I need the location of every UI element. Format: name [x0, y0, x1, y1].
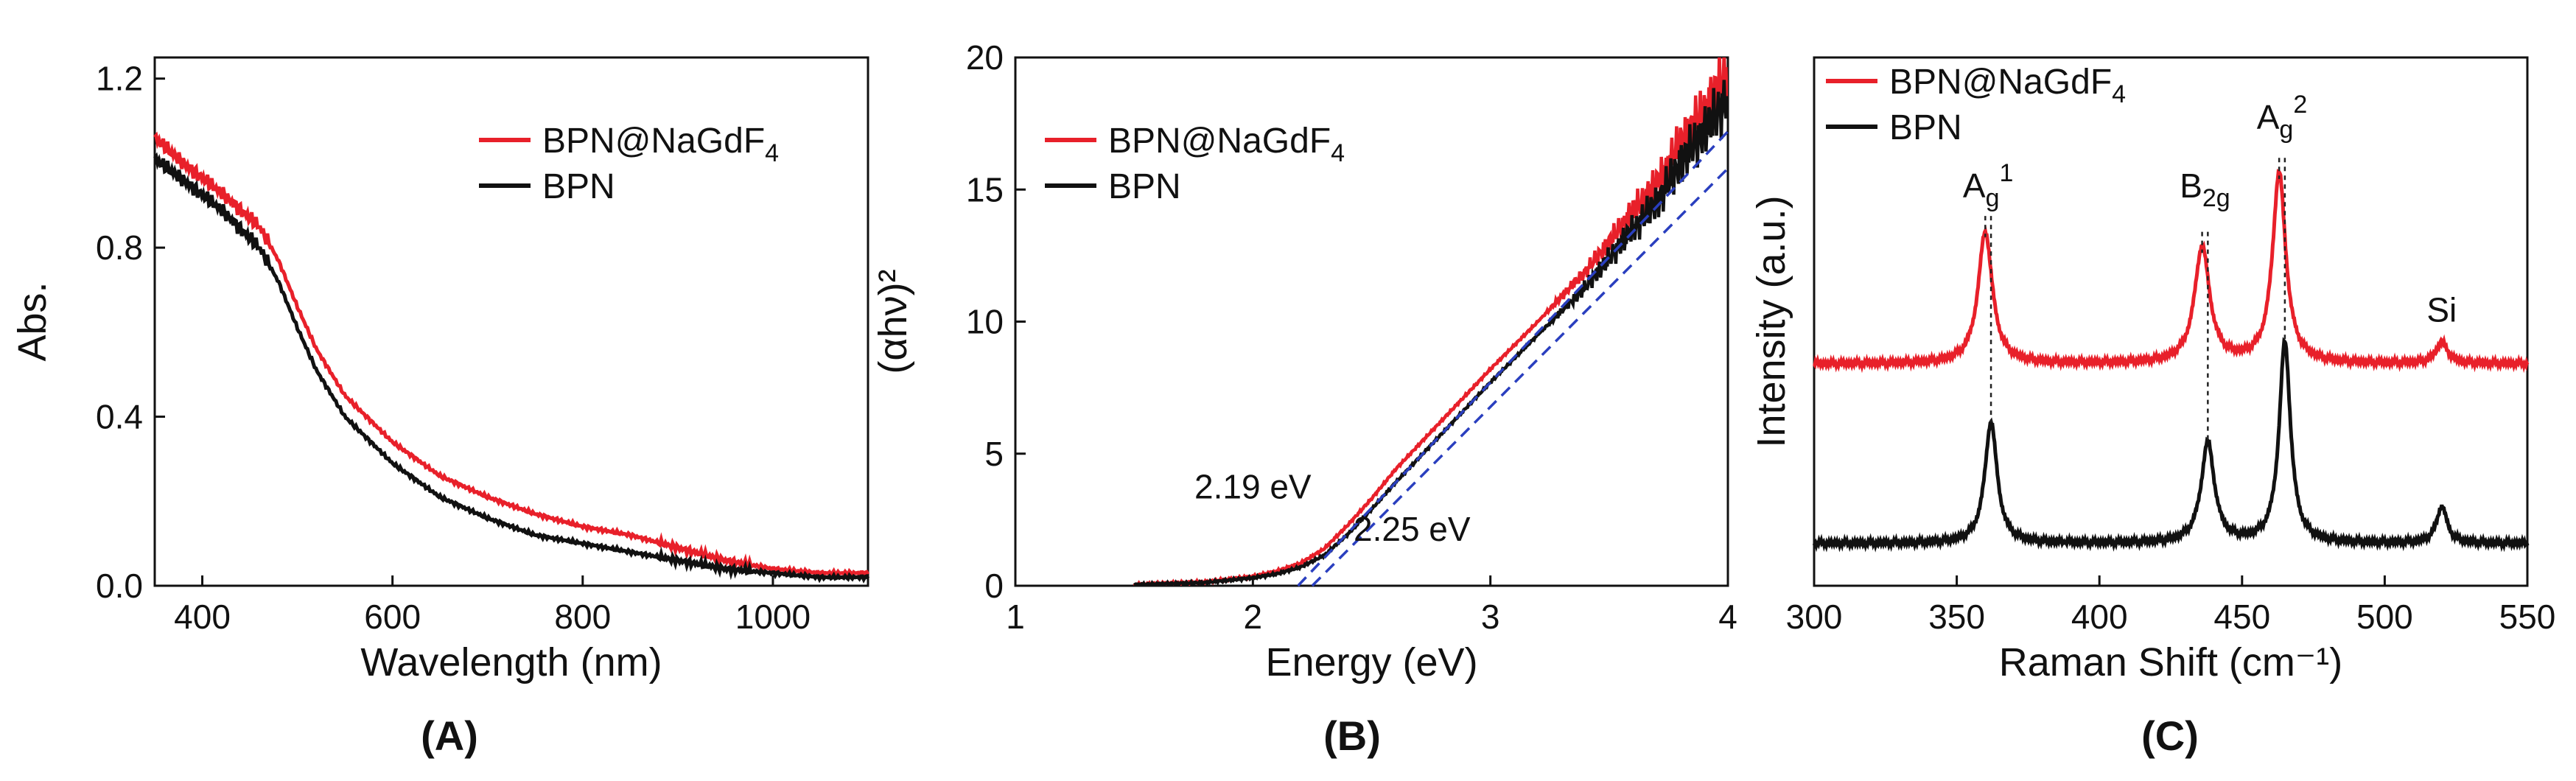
x-tick-label: 1000: [735, 598, 811, 636]
x-tick-label: 4: [1718, 598, 1737, 636]
x-tick-label: 350: [1928, 598, 1985, 636]
y-axis-title: Intensity (a.u.): [1749, 195, 1793, 447]
y-tick-label: 10: [966, 303, 1004, 341]
x-axis-title: Wavelength (nm): [360, 640, 662, 684]
x-tick-label: 1: [1006, 598, 1025, 636]
y-axis-title: Abs.: [10, 281, 55, 361]
x-axis-title: Energy (eV): [1265, 640, 1477, 684]
y-tick-label: 0.8: [96, 228, 143, 267]
legend-label: BPN@NaGdF4: [1108, 122, 1345, 167]
plot-frame: [1813, 56, 2529, 587]
x-tick-label: 800: [554, 598, 611, 636]
y-axis-title: (αhν)²: [871, 269, 915, 374]
panel-label: (C): [2141, 712, 2199, 759]
y-tick-label: 0.4: [96, 398, 143, 436]
series-line: [1812, 169, 2530, 374]
panel-c: 300 350 400 450 500 550 Raman Shift (cm⁻¹) Inte…: [1749, 56, 2556, 759]
legend-label: BPN@NaGdF4: [1889, 63, 2126, 108]
peak-label: Ag2: [2257, 91, 2308, 144]
x-axis-title: Raman Shift (cm⁻¹): [1999, 640, 2343, 684]
y-tick-label: 0.0: [96, 567, 143, 605]
legend-label: BPN: [1889, 108, 1962, 147]
y-tick-label: 20: [966, 38, 1004, 77]
fit-line: [1297, 130, 1729, 587]
panel-label: (A): [421, 712, 478, 759]
legend-label: BPN: [1108, 167, 1181, 206]
x-tick-label: 400: [2071, 598, 2128, 636]
peak-label: Si: [2426, 291, 2457, 329]
x-tick-label: 450: [2213, 598, 2270, 636]
panel-label: (B): [1323, 712, 1381, 759]
legend-label: BPN: [542, 167, 615, 206]
panel-b: 1 2 3 4 0 5 10 15 20 Energy (eV) (αhν)² (B) 2.19 eV 2…: [871, 38, 1737, 759]
y-tick-label: 1.2: [96, 60, 143, 98]
y-tick-label: 5: [984, 435, 1004, 473]
bandgap-annotation: 2.19 eV: [1194, 468, 1312, 506]
series-line: [1812, 337, 2530, 553]
peak-label: B2g: [2180, 167, 2230, 212]
panel-a: 400 600 800 1000 0.0 0.4 0.8 1.2 Wavelength (nm)…: [10, 56, 870, 759]
x-tick-label: 600: [364, 598, 421, 636]
peak-label: Ag1: [1963, 159, 2014, 212]
x-tick-label: 300: [1786, 598, 1843, 636]
series-line: [153, 131, 870, 580]
x-tick-label: 2: [1244, 598, 1263, 636]
x-tick-label: 550: [2499, 598, 2556, 636]
y-tick-label: 15: [966, 170, 1004, 209]
series-line: [153, 152, 870, 584]
x-tick-label: 3: [1481, 598, 1500, 636]
y-tick-label: 0: [984, 567, 1004, 605]
x-tick-label: 500: [2356, 598, 2413, 636]
legend-label: BPN@NaGdF4: [542, 122, 779, 167]
fit-line: [1311, 167, 1729, 587]
x-tick-label: 400: [174, 598, 231, 636]
bandgap-annotation: 2.25 eV: [1354, 510, 1471, 548]
plot-frame: [153, 56, 869, 587]
